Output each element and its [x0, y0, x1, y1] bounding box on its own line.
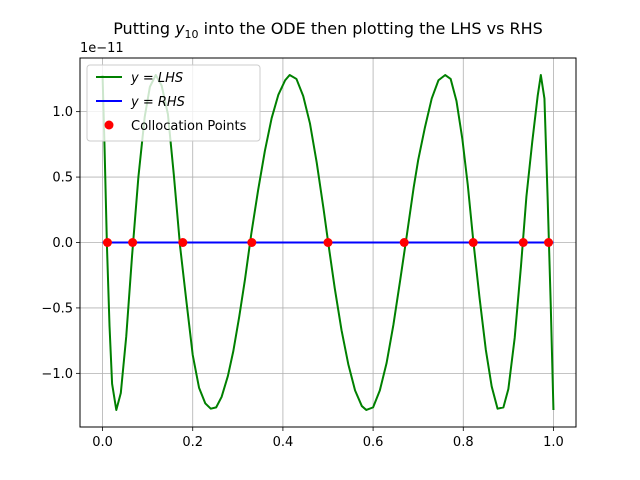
- ticks: 0.0 0.2 0.4 0.6 0.8 1.0 1.0 0.5 0.0 −0.5 −1.0: [41, 105, 563, 450]
- y-offset-label: 1e−11: [80, 41, 124, 56]
- x-tick-label: 0.0: [92, 435, 113, 450]
- collocation-point: [323, 238, 333, 247]
- x-tick-label: 0.4: [273, 435, 294, 450]
- y-tick-label: 0.0: [52, 236, 73, 251]
- chart-title-sub: 10: [185, 28, 199, 41]
- legend-rhs-label: y = RHS: [130, 95, 185, 110]
- y-tick-label: 1.0: [52, 105, 73, 120]
- x-tick-label: 0.8: [453, 435, 474, 450]
- y-tick-label: −0.5: [41, 301, 73, 316]
- collocation-point: [518, 238, 528, 247]
- legend-lhs-label: y = LHS: [130, 71, 183, 86]
- x-tick-label: 0.2: [182, 435, 203, 450]
- x-tick-label: 1.0: [543, 435, 564, 450]
- y-tick-label: −1.0: [41, 367, 73, 382]
- y-tick-label: 0.5: [52, 171, 73, 186]
- collocation-point: [247, 238, 257, 247]
- legend-points-label: Collocation Points: [131, 119, 247, 134]
- legend: y = LHS y = RHS Collocation Points: [86, 64, 261, 142]
- chart-title-var: y: [174, 19, 185, 38]
- legend-box: [86, 64, 261, 142]
- chart-title-post: into the ODE then plotting the LHS vs RH…: [199, 19, 543, 38]
- plot-frame: [79, 57, 577, 428]
- chart-title-pre: Putting: [113, 19, 175, 38]
- legend-points-swatch: [104, 120, 114, 130]
- collocation-point: [544, 238, 554, 247]
- collocation-point: [468, 238, 478, 247]
- chart-title: Putting y10 into the ODE then plotting t…: [113, 19, 543, 41]
- collocation-point: [102, 238, 112, 247]
- collocation-point: [178, 238, 188, 247]
- collocation-point: [399, 238, 409, 247]
- collocation-point: [128, 238, 138, 247]
- x-tick-label: 0.6: [363, 435, 384, 450]
